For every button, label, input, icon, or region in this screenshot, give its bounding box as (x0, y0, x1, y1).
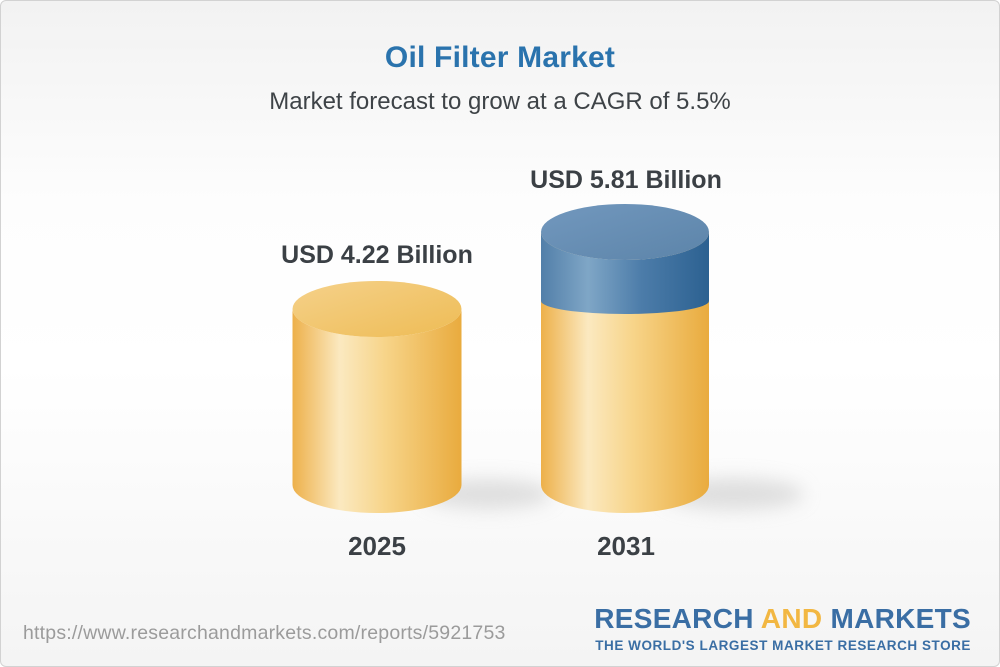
chart-title: Oil Filter Market (384, 41, 616, 74)
research-and-markets-logo: RESEARCH AND MARKETS THE WORLD'S LARGEST… (594, 603, 971, 653)
report-url[interactable]: https://www.researchandmarkets.com/repor… (23, 622, 506, 644)
value-label-2031: USD 5.81 Billion (530, 166, 722, 194)
logo-wordmark: RESEARCH AND MARKETS (594, 603, 971, 635)
logo-word-research: RESEARCH (594, 603, 754, 634)
chart-header: Oil Filter Market Market forecast to gro… (1, 1, 999, 116)
bar-2031-shadow (664, 478, 804, 510)
logo-word-markets: MARKETS (830, 603, 971, 634)
logo-tagline: THE WORLD'S LARGEST MARKET RESEARCH STOR… (595, 638, 971, 653)
bar-2031-cylinder (541, 204, 709, 513)
bar-2031-growth-segment (541, 232, 709, 314)
logo-word-and: AND (760, 603, 823, 634)
category-label-2031: 2031 (597, 531, 655, 561)
value-label-2025: USD 4.22 Billion (281, 241, 473, 269)
bar-2025-cylinder (292, 281, 462, 513)
category-label-2025: 2025 (348, 531, 406, 561)
chart-subtitle: Market forecast to grow at a CAGR of 5.5… (269, 88, 731, 115)
bar-2025-shadow (424, 479, 552, 509)
